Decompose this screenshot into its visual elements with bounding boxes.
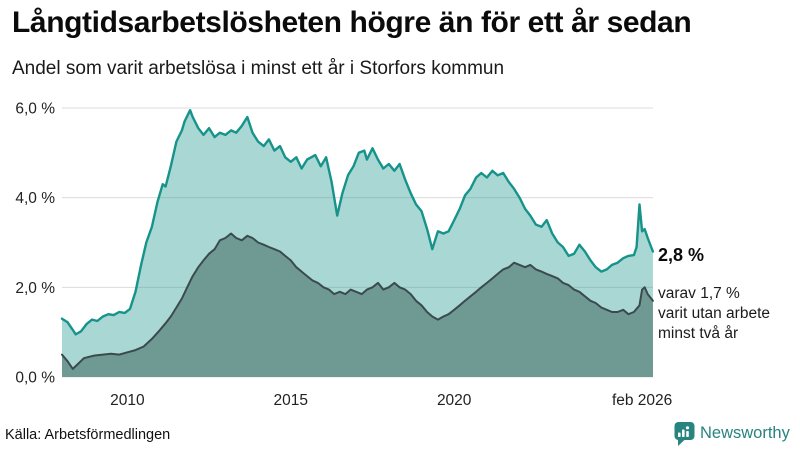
line-series-1 [60, 109, 655, 336]
source-attribution: Källa: Arbetsförmedlingen [5, 427, 171, 443]
newsworthy-logo: Newsworthy [674, 421, 790, 447]
x-tick-label: 2020 [437, 392, 472, 409]
y-tick-label: 6,0 % [15, 101, 55, 118]
y-tick-label: 4,0 % [15, 190, 55, 207]
brand-name: Newsworthy [700, 423, 790, 442]
x-tick-label: 2010 [110, 392, 145, 409]
x-tick-label: 2015 [274, 392, 308, 409]
y-tick-label: 0,0 % [15, 370, 55, 387]
newsworthy-bubble-chart-icon [674, 422, 695, 446]
chart-subtitle: Andel som varit arbetslösa i minst ett å… [12, 58, 505, 79]
y-tick-label: 2,0 % [15, 280, 55, 297]
page-title: Långtidsarbetslösheten högre än för ett … [12, 6, 692, 39]
secondary-line-1: varav 1,7 % [658, 285, 740, 302]
x-tick-label: feb 2026 [612, 392, 672, 409]
secondary-value-label: varav 1,7 % varit utan arbete minst två … [658, 284, 770, 344]
latest-value-label: 2,8 % [658, 245, 705, 265]
secondary-line-2: varit utan arbete [658, 305, 771, 322]
secondary-line-3: minst två år [658, 325, 739, 342]
line-series-2 [61, 232, 654, 370]
